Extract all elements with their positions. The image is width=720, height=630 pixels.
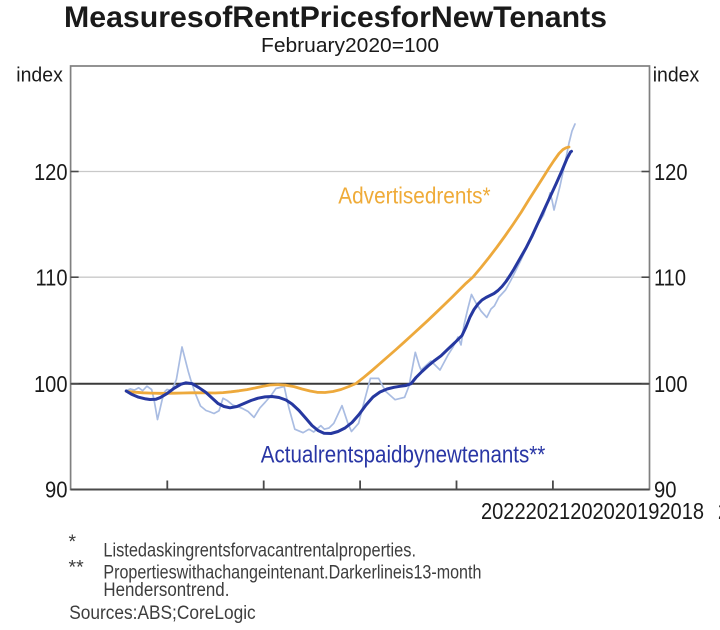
svg-text:Advertisedrents*: Advertisedrents* <box>338 183 490 209</box>
svg-text:20222021202020192018: 20222021202020192018 <box>481 498 704 524</box>
svg-text:110: 110 <box>36 265 68 291</box>
svg-text:*: * <box>69 531 77 553</box>
svg-text:Actualrentspaidbynewtenants**: Actualrentspaidbynewtenants** <box>261 441 546 468</box>
svg-text:2: 2 <box>718 498 720 524</box>
svg-text:MeasuresofRentPricesforNewTena: MeasuresofRentPricesforNewTenants <box>64 1 607 34</box>
svg-text:120: 120 <box>34 159 68 185</box>
svg-text:Propertieswithachangeintenant.: Propertieswithachangeintenant.Darkerline… <box>103 562 481 584</box>
svg-text:Hendersontrend.: Hendersontrend. <box>103 579 229 601</box>
svg-text:Listedaskingrentsforvacantrent: Listedaskingrentsforvacantrentalproperti… <box>103 540 416 562</box>
svg-text:February2020=100: February2020=100 <box>261 35 439 57</box>
svg-text:120: 120 <box>654 159 688 185</box>
svg-text:index: index <box>653 65 700 87</box>
svg-text:110: 110 <box>654 265 686 291</box>
svg-text:index: index <box>16 65 63 87</box>
svg-text:100: 100 <box>654 371 688 397</box>
svg-text:Sources:ABS;CoreLogic: Sources:ABS;CoreLogic <box>69 602 256 624</box>
svg-text:**: ** <box>69 556 85 578</box>
svg-text:90: 90 <box>654 477 677 503</box>
svg-text:90: 90 <box>45 477 68 503</box>
svg-text:100: 100 <box>34 371 68 397</box>
